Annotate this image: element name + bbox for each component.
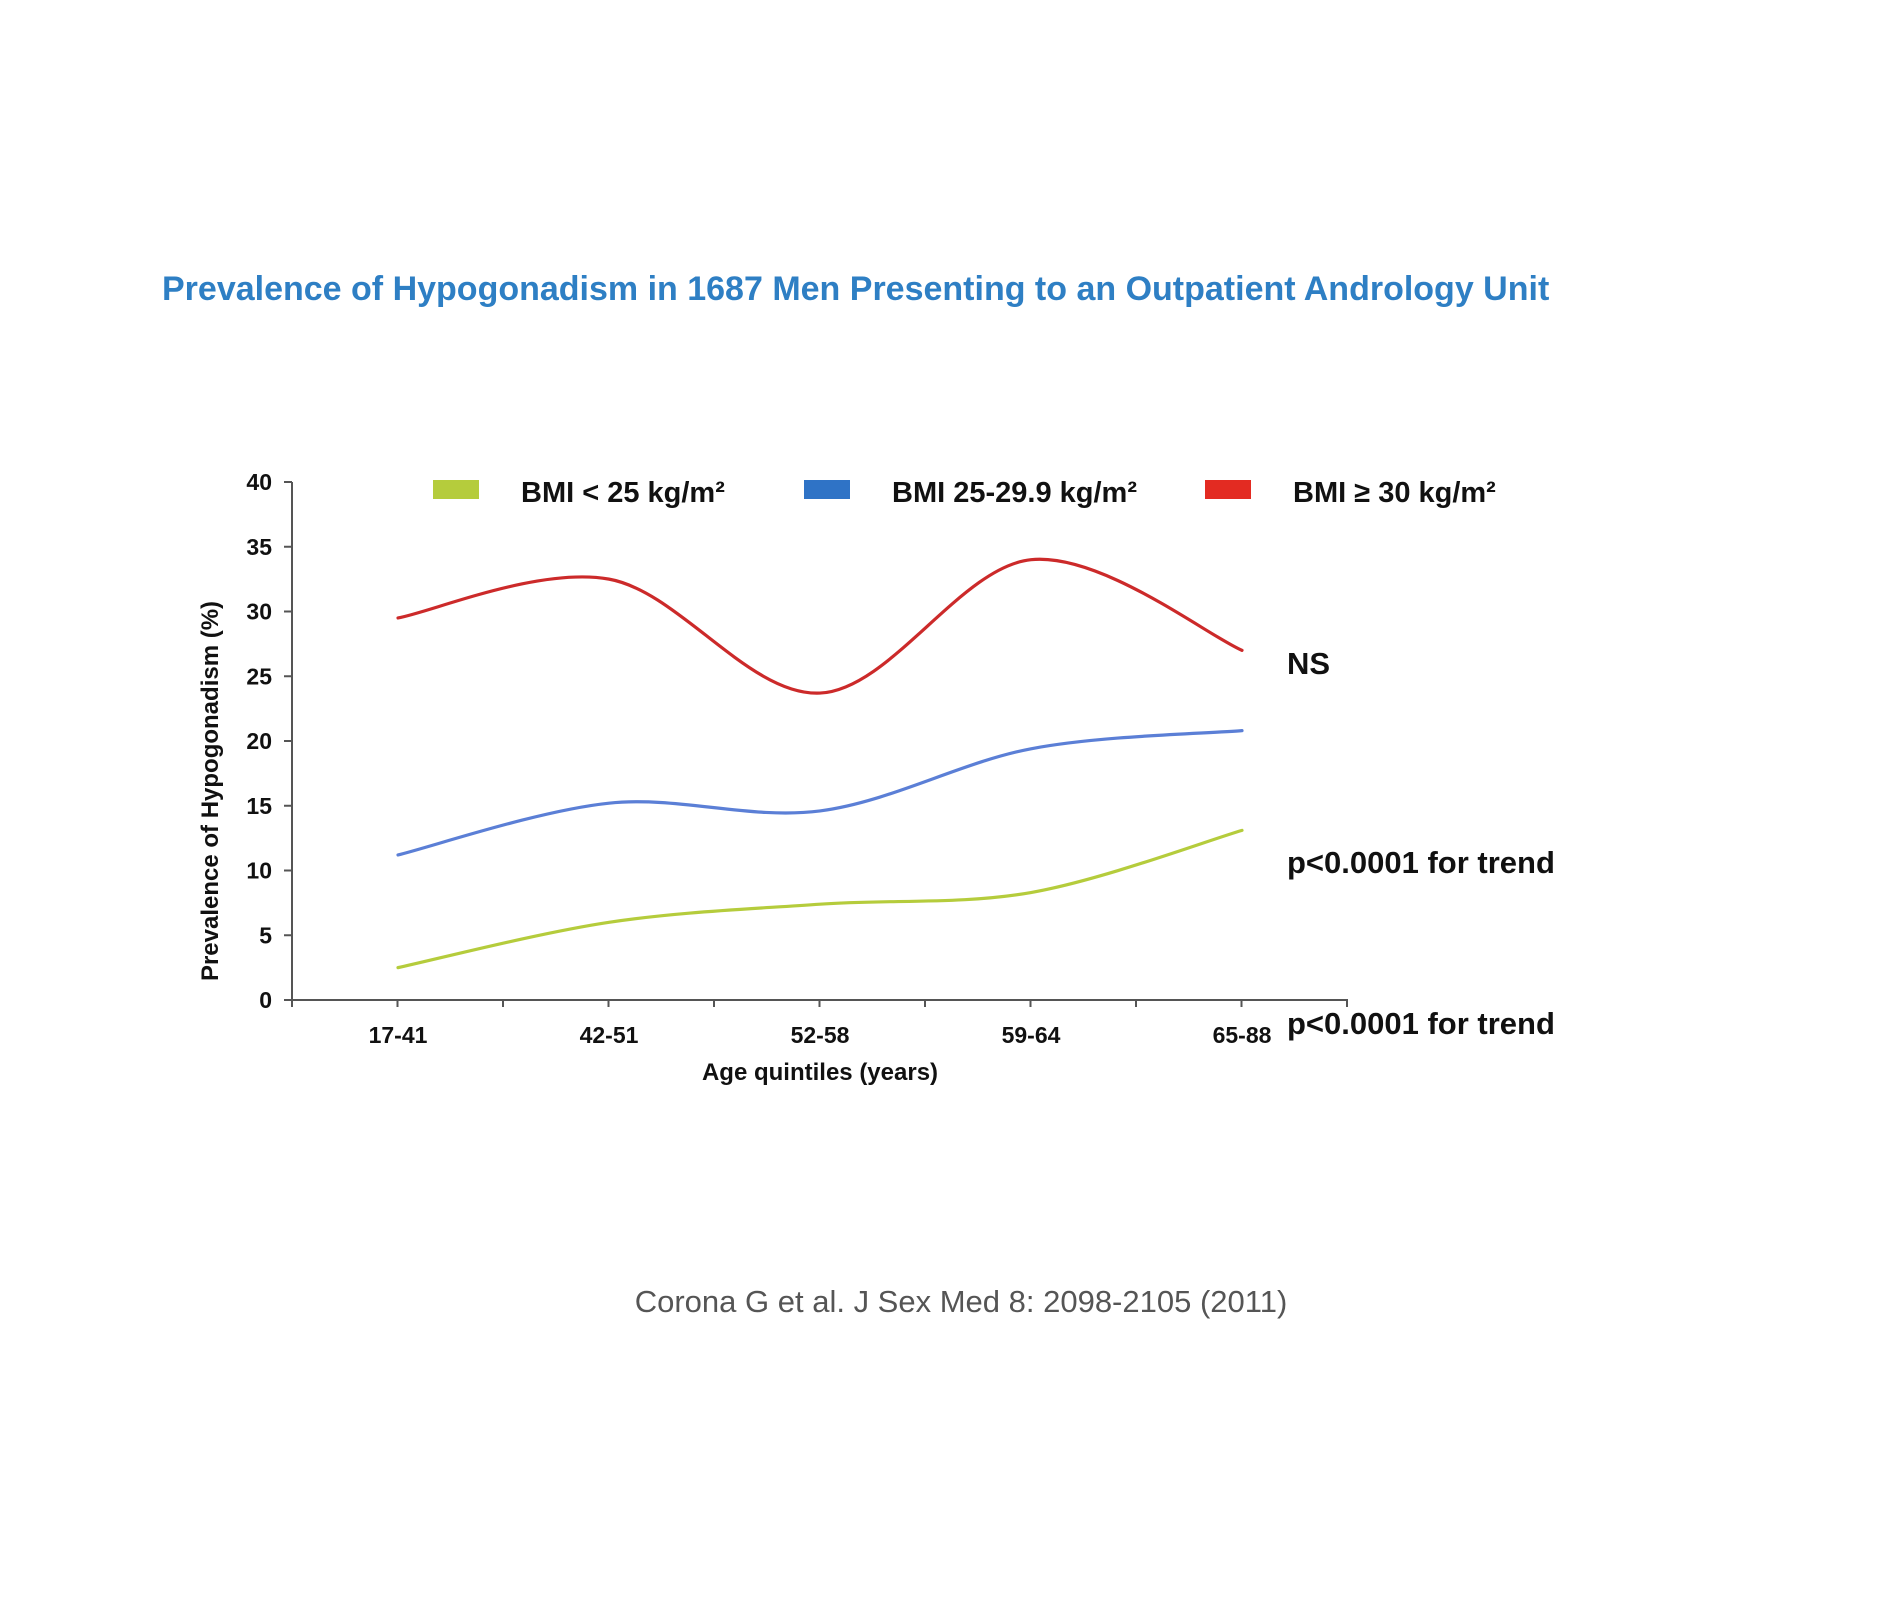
y-tick-label: 30 — [246, 599, 272, 625]
y-tick-label: 0 — [259, 987, 272, 1013]
legend-swatch-1 — [804, 480, 850, 499]
annotation-2: p<0.0001 for trend — [1287, 1006, 1555, 1041]
x-tick-label: 17-41 — [369, 1022, 428, 1048]
series-line-0 — [396, 828, 1244, 970]
annotations: NS p<0.0001 for trend p<0.0001 for trend — [1287, 646, 1555, 1041]
y-tick-label: 10 — [246, 858, 272, 884]
annotation-1: p<0.0001 for trend — [1287, 845, 1555, 880]
series-line-1 — [396, 729, 1244, 857]
x-axis-title: Age quintiles (years) — [702, 1059, 938, 1086]
x-tick-label: 59-64 — [1002, 1022, 1061, 1048]
y-tick-label: 40 — [246, 469, 272, 495]
x-tick-label: 52-58 — [791, 1022, 850, 1048]
y-tick-label: 5 — [259, 922, 272, 948]
citation: Corona G et al. J Sex Med 8: 2098-2105 (… — [634, 1284, 1288, 1319]
annotation-0: NS — [1287, 646, 1330, 681]
legend-swatch-0 — [433, 480, 479, 499]
legend-label-1: BMI 25-29.9 kg/m² — [892, 477, 1137, 509]
y-tick-label: 35 — [246, 534, 272, 560]
legend: BMI < 25 kg/m² BMI 25-29.9 kg/m² BMI ≥ 30 … — [433, 477, 1496, 509]
legend-swatch-2 — [1205, 480, 1251, 499]
legend-label-0: BMI < 25 kg/m² — [521, 477, 725, 509]
x-tick-label: 42-51 — [580, 1022, 639, 1048]
y-axis-title: Prevalence of Hypogonadism (%) — [197, 601, 224, 981]
legend-label-2: BMI ≥ 30 kg/m² — [1293, 477, 1496, 509]
y-tick-label: 25 — [246, 663, 272, 689]
x-tick-label: 65-88 — [1213, 1022, 1272, 1048]
slide-title: Prevalence of Hypogonadism in 1687 Men P… — [162, 270, 1550, 308]
series-lines — [396, 557, 1244, 970]
x-axis-ticks: 17-41 42-51 52-58 59-64 65-88 — [291, 1000, 1348, 1048]
chart-axes — [291, 482, 1348, 1001]
y-tick-label: 20 — [246, 728, 272, 754]
y-axis-ticks: 0 5 10 15 20 25 30 35 40 — [246, 469, 292, 1013]
series-line-2 — [396, 557, 1244, 695]
y-tick-label: 15 — [246, 793, 272, 819]
